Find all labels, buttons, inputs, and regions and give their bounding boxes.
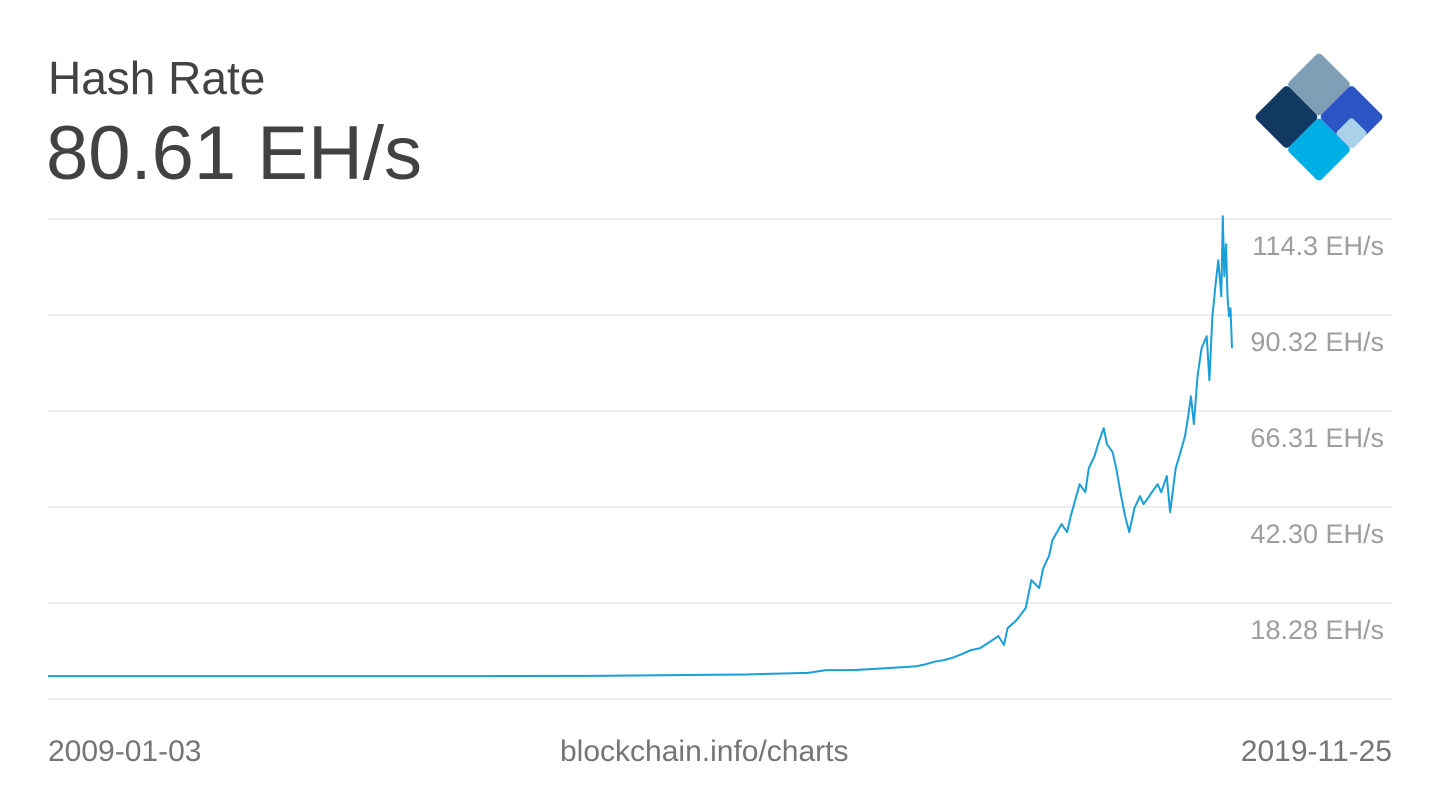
y-tick-label: 18.28 EH/s <box>1250 615 1384 645</box>
source-link[interactable]: blockchain.info/charts <box>560 735 849 768</box>
logo-bottom-tile <box>1288 118 1350 181</box>
logo-right-tile <box>1320 86 1383 148</box>
x-axis-end-date: 2019-11-25 <box>1240 735 1392 768</box>
grid-layer <box>48 218 1392 700</box>
y-tick-label: 66.31 EH/s <box>1250 423 1384 453</box>
logo-tip-tile <box>1336 118 1367 149</box>
y-tick-label: 114.3 EH/s <box>1252 231 1384 261</box>
logo-left-tile <box>1255 86 1318 148</box>
y-tick-label: 42.30 EH/s <box>1250 519 1384 549</box>
blockchain-logo-icon <box>1255 53 1383 181</box>
x-axis-start-date: 2009-01-03 <box>48 735 202 768</box>
logo-top-tile <box>1288 53 1350 116</box>
hash-rate-series-line <box>48 215 1233 678</box>
y-tick-labels: 114.3 EH/s 90.32 EH/s 66.31 EH/s 42.30 EH/s… <box>1250 231 1384 645</box>
y-tick-label: 90.32 EH/s <box>1250 327 1384 357</box>
chart-title: Hash Rate <box>48 52 266 104</box>
current-hash-rate: 80.61 EH/s <box>46 111 422 196</box>
